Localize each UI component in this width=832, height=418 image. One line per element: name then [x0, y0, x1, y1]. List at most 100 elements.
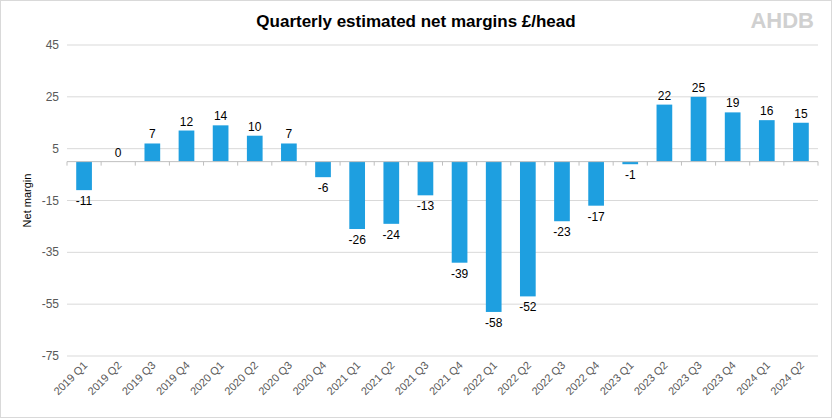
data-label: -58	[485, 316, 503, 330]
bar	[554, 162, 570, 222]
bar	[383, 162, 399, 224]
x-tick-label: 2020 Q1	[188, 359, 226, 397]
category-tick	[408, 162, 409, 166]
x-tick-label: 2022 Q1	[461, 359, 499, 397]
data-label: -1	[625, 168, 636, 182]
category-tick	[169, 162, 170, 166]
bar	[486, 162, 502, 312]
x-tick-label: 2021 Q1	[324, 359, 362, 397]
y-tick-label: 25	[46, 90, 60, 104]
x-tick-label: 2021 Q3	[393, 359, 431, 397]
data-label: -26	[348, 233, 366, 247]
category-tick	[101, 162, 102, 166]
data-label: 15	[794, 107, 808, 121]
category-tick	[374, 162, 375, 166]
y-tick-label: 5	[52, 142, 59, 156]
data-label: -39	[451, 267, 469, 281]
bar	[452, 162, 468, 263]
data-label: 12	[180, 115, 194, 129]
category-tick	[442, 162, 443, 166]
x-tick-label: 2024 Q1	[734, 359, 772, 397]
category-tick	[340, 162, 341, 166]
category-tick	[749, 162, 750, 166]
bar	[315, 162, 331, 178]
category-tick	[305, 162, 306, 166]
y-tick-label: -35	[42, 245, 60, 259]
x-tick-label: 2022 Q2	[495, 359, 533, 397]
bar	[725, 112, 741, 161]
x-tick-label: 2024 Q2	[768, 359, 806, 397]
grid-line	[67, 356, 818, 357]
bar	[76, 162, 92, 191]
data-label: -6	[318, 181, 329, 195]
x-tick-label: 2021 Q2	[358, 359, 396, 397]
data-label: -13	[417, 199, 435, 213]
data-label: -52	[519, 300, 537, 314]
category-tick	[135, 162, 136, 166]
bar	[418, 162, 434, 196]
data-label: 19	[726, 96, 740, 110]
category-tick	[510, 162, 511, 166]
category-tick	[579, 162, 580, 166]
bar	[349, 162, 365, 229]
data-label: 7	[149, 127, 156, 141]
data-label: -11	[76, 194, 93, 208]
bar	[520, 162, 536, 297]
x-tick-label: 2022 Q3	[529, 359, 567, 397]
data-label: 22	[658, 89, 672, 103]
data-label: 14	[214, 109, 228, 123]
category-tick	[647, 162, 648, 166]
x-tick-label: 2020 Q2	[222, 359, 260, 397]
data-label: 16	[760, 104, 774, 118]
category-tick	[783, 162, 784, 166]
category-tick	[271, 162, 272, 166]
bar	[793, 123, 809, 162]
grid-line	[67, 252, 818, 253]
bar	[691, 97, 707, 162]
x-tick-label: 2019 Q2	[85, 359, 123, 397]
category-tick	[476, 162, 477, 166]
bar	[759, 120, 775, 161]
y-tick-label: 45	[46, 38, 60, 52]
x-tick-label: 2022 Q4	[563, 359, 601, 397]
category-tick	[715, 162, 716, 166]
category-tick	[613, 162, 614, 166]
chart-container: Quarterly estimated net margins £/headAH…	[0, 0, 832, 418]
data-label: -24	[383, 228, 401, 242]
x-tick-label: 2021 Q4	[427, 359, 465, 397]
bar	[179, 131, 195, 162]
category-tick	[203, 162, 204, 166]
y-tick-label: -15	[42, 194, 60, 208]
data-label: 25	[692, 81, 706, 95]
bars	[76, 97, 809, 312]
x-tick-label: 2023 Q1	[597, 359, 635, 397]
chart-svg: Quarterly estimated net margins £/headAH…	[0, 0, 832, 418]
x-tick-label: 2020 Q4	[290, 359, 328, 397]
y-tick-label: -55	[42, 297, 60, 311]
category-tick	[67, 162, 68, 166]
bar	[588, 162, 604, 206]
data-label: -23	[553, 225, 571, 239]
y-axis-label: Net margin	[21, 174, 33, 228]
x-tick-label: 2023 Q4	[700, 359, 738, 397]
bar	[657, 105, 673, 162]
category-tick	[237, 162, 238, 166]
data-label: 7	[286, 127, 293, 141]
grid-line	[67, 304, 818, 305]
x-tick-label: 2023 Q3	[666, 359, 704, 397]
bar	[281, 143, 297, 161]
x-tick-label: 2019 Q1	[51, 359, 89, 397]
chart-border	[1, 1, 832, 418]
x-tick-label: 2019 Q3	[119, 359, 157, 397]
chart-title: Quarterly estimated net margins £/head	[256, 12, 575, 31]
x-tick-label: 2019 Q4	[154, 359, 192, 397]
category-tick	[681, 162, 682, 166]
data-label: 10	[248, 120, 262, 134]
bar	[247, 136, 263, 162]
data-label: 0	[115, 146, 122, 160]
grid-line	[67, 200, 818, 201]
bar	[213, 125, 229, 161]
category-tick	[544, 162, 545, 166]
x-tick-label: 2023 Q2	[631, 359, 669, 397]
grid-line	[67, 45, 818, 46]
